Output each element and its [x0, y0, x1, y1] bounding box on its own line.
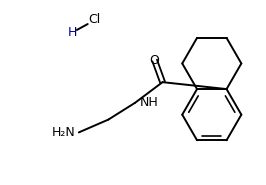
- Text: H: H: [68, 26, 78, 39]
- Text: H₂N: H₂N: [52, 126, 76, 139]
- Text: O: O: [150, 54, 160, 67]
- Text: Cl: Cl: [89, 13, 101, 26]
- Text: NH: NH: [140, 96, 159, 109]
